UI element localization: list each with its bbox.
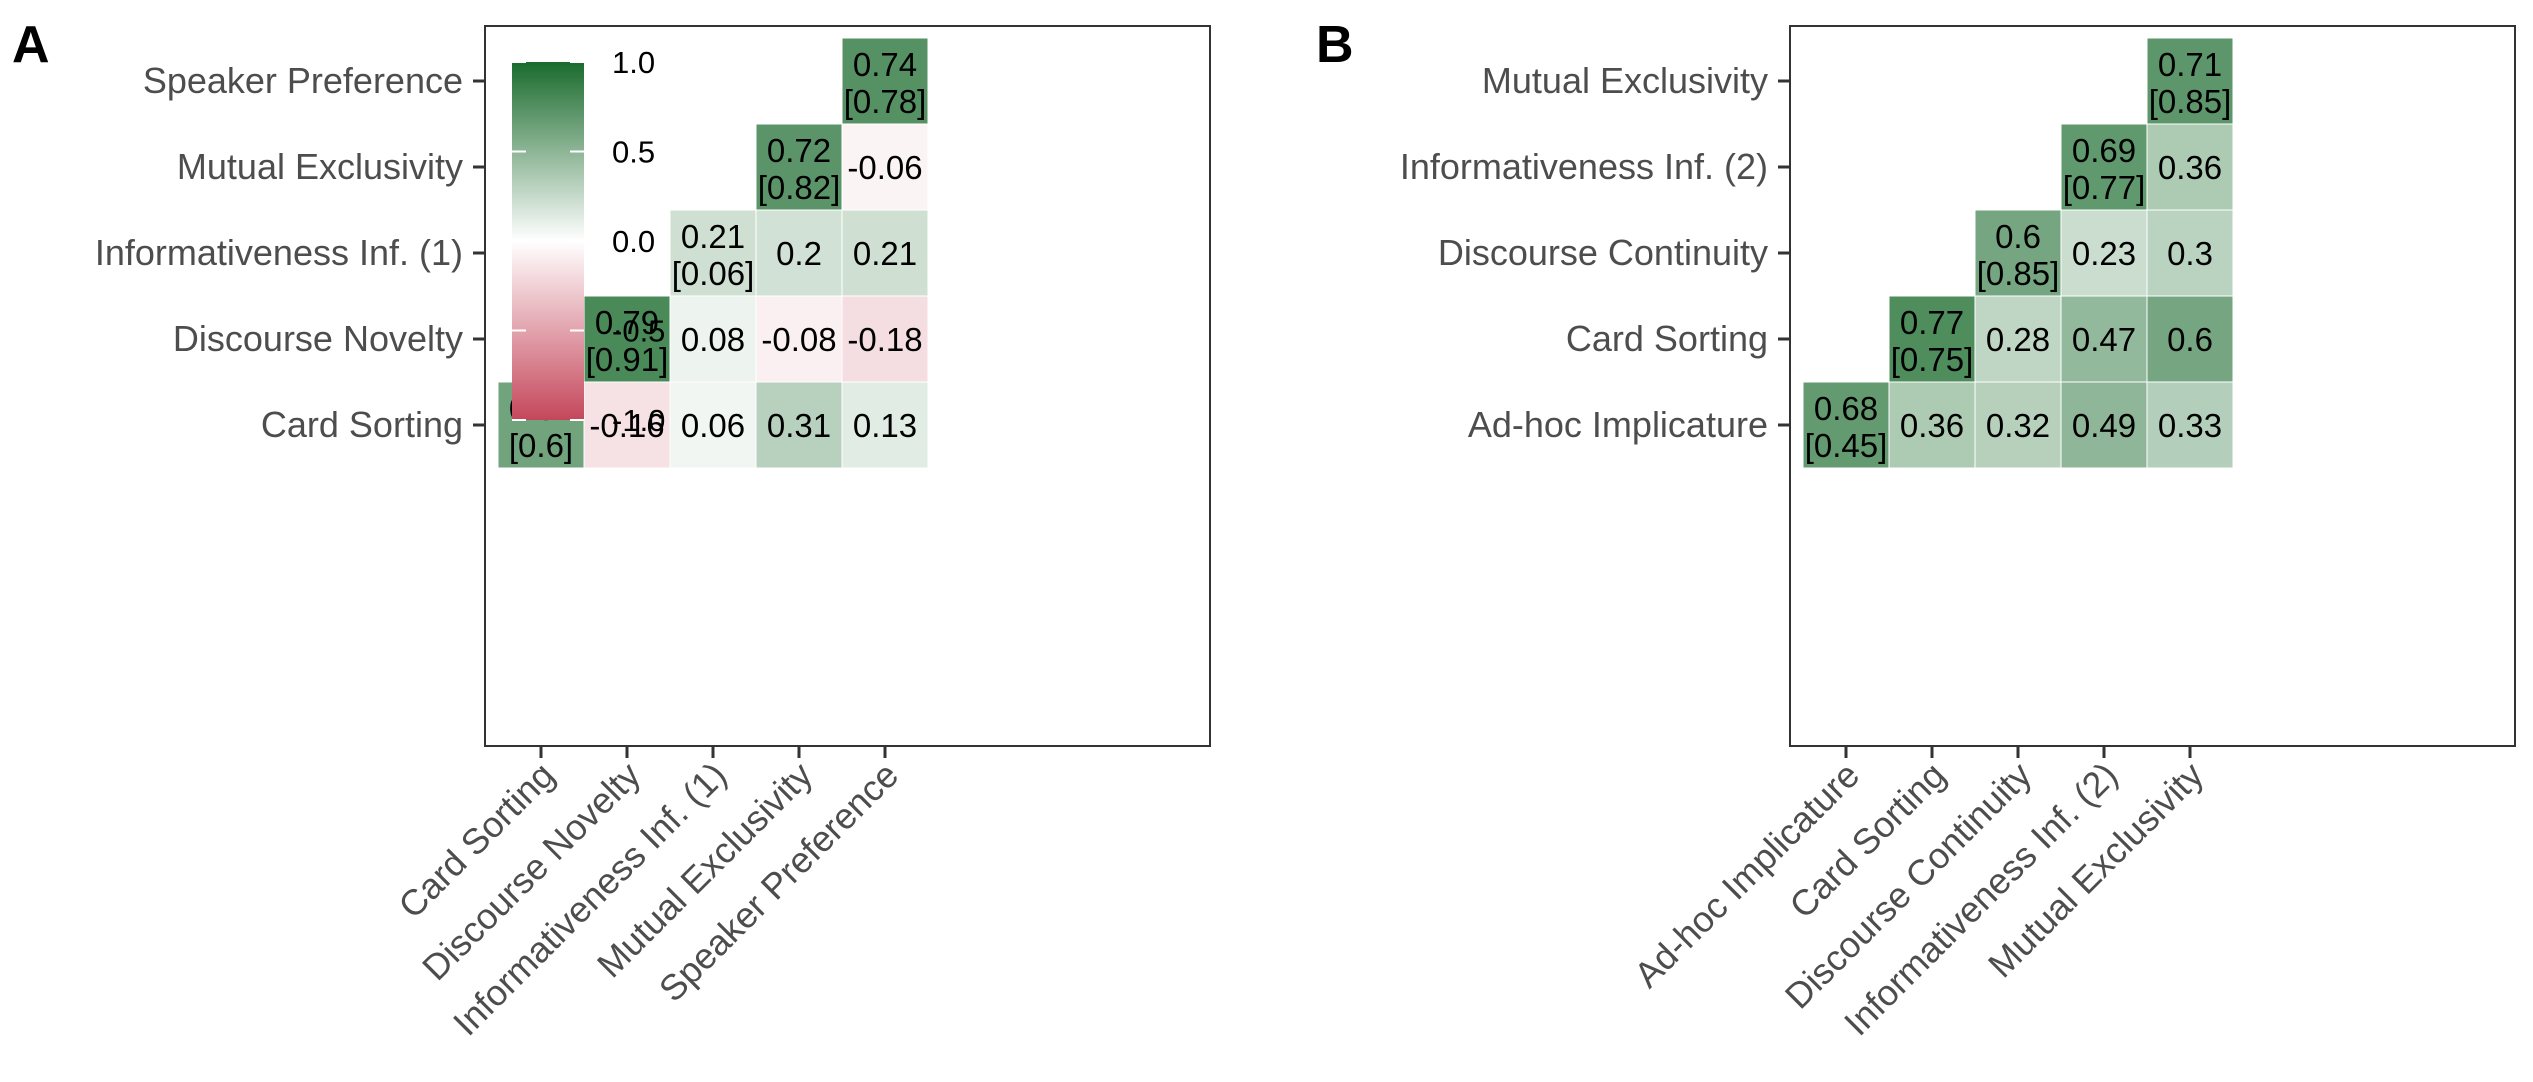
cell-value-label: 0.74	[853, 46, 917, 83]
cell-value-label: 0.36	[1900, 407, 1964, 444]
cell-value-label: 0.13	[853, 407, 917, 444]
cell-value-label: 0.33	[2158, 407, 2222, 444]
cell-value-label: 0.23	[2072, 235, 2136, 272]
heatmap-cell	[2060, 209, 2148, 297]
cell-bracket-label: [0.75]	[1891, 341, 1974, 378]
cell-value-label: 0.21	[853, 235, 917, 272]
cell-value-label: -0.18	[847, 321, 922, 358]
heatmap-cell	[1974, 295, 2062, 383]
cell-value-label: -0.08	[761, 321, 836, 358]
cell-value-label: 0.3	[2167, 235, 2213, 272]
panel-label: A	[12, 16, 50, 74]
heatmap-diagonal-cell	[583, 295, 671, 383]
legend-tick-label: 0.0	[612, 224, 655, 259]
panel-border	[484, 25, 1211, 747]
heatmap-cell	[1974, 381, 2062, 469]
y-tick-label: Discourse Novelty	[173, 318, 463, 359]
panel-border	[1789, 25, 2516, 747]
cell-value-label: 0.47	[2072, 321, 2136, 358]
heatmap-cell	[2146, 295, 2234, 383]
legend-tick-label: 1.0	[612, 45, 655, 80]
cell-bracket-label: [0.82]	[758, 169, 841, 206]
cell-value-label: 0.31	[767, 407, 831, 444]
cell-value-label: 0.49	[2072, 407, 2136, 444]
cell-value-label: 0.21	[681, 218, 745, 255]
y-tick-label: Ad-hoc Implicature	[1468, 404, 1768, 445]
cell-value-label: 0.2	[776, 235, 822, 272]
cell-bracket-label: [0.91]	[586, 341, 669, 378]
y-tick-label: Card Sorting	[1566, 318, 1768, 359]
cell-value-label: -0.16	[589, 407, 664, 444]
y-tick-label: Discourse Continuity	[1438, 232, 1768, 273]
cell-value-label: 0.36	[2158, 149, 2222, 186]
y-tick-label: Mutual Exclusivity	[1482, 60, 1768, 101]
heatmap-cell	[755, 295, 843, 383]
cell-bracket-label: [0.45]	[1805, 427, 1888, 464]
y-tick-label: Card Sorting	[261, 404, 463, 445]
cell-value-label: 0.68	[1814, 390, 1878, 427]
heatmap-panel-a: A -0.16 0.06 0.31 0.13 0.08 -0.08 -0.18 0.2 0.21 -…	[12, 16, 1211, 1043]
heatmap-diagonal-cell	[2146, 37, 2234, 125]
cell-bracket-label: [0.85]	[1977, 255, 2060, 292]
cell-value-label: 0.06	[681, 407, 745, 444]
cell-value-label: 0.69	[2072, 132, 2136, 169]
cell-value-label: 0.28	[1986, 321, 2050, 358]
y-tick-label: Informativeness Inf. (1)	[95, 232, 463, 273]
cell-value-label: 0.71	[2158, 46, 2222, 83]
heatmap-cell	[1888, 381, 1976, 469]
legend-tick-label: -0.5	[612, 314, 665, 349]
heatmap-panel-b: B 0.36 0.32 0.49 0.33 0.28 0.47 0.6 0.23 0.3 0.36 0…	[1316, 16, 2516, 1043]
cell-bracket-label: [0.85]	[2149, 83, 2232, 120]
cell-bracket-label: [0.6]	[509, 427, 573, 464]
heatmap-cell	[841, 381, 929, 469]
heatmap-cell	[669, 295, 757, 383]
cell-value-label: -0.06	[847, 149, 922, 186]
cell-bracket-label: [0.77]	[2063, 169, 2146, 206]
heatmap-cell	[2146, 381, 2234, 469]
cell-bracket-label: [0.06]	[672, 255, 755, 292]
legend-tick-label: -1.0	[612, 403, 665, 438]
heatmap-diagonal-cell	[1888, 295, 1976, 383]
heatmap-cell	[755, 381, 843, 469]
cell-value-label: 0.79	[595, 304, 659, 341]
y-tick-label: Informativeness Inf. (2)	[1400, 146, 1768, 187]
heatmap-diagonal-cell	[1802, 381, 1890, 469]
heatmap-diagonal-cell	[755, 123, 843, 211]
heatmap-diagonal-cell	[2060, 123, 2148, 211]
cell-value-label: 0.08	[681, 321, 745, 358]
y-tick-label: Mutual Exclusivity	[177, 146, 463, 187]
cell-value-label: 0.77	[1900, 304, 1964, 341]
cell-value-label: 0.72	[767, 132, 831, 169]
cell-value-label: 0.32	[1986, 407, 2050, 444]
heatmap-cell	[2146, 209, 2234, 297]
y-tick-label: Speaker Preference	[143, 60, 463, 101]
panel-label: B	[1316, 16, 1354, 74]
cell-value-label: 0.6	[1995, 218, 2041, 255]
legend-tick-label: 0.5	[612, 135, 655, 170]
color-legend: 1.0 0.5 0.0 -0.5 -1.0	[512, 45, 665, 438]
heatmap-cell	[841, 295, 929, 383]
cell-bracket-label: [0.78]	[844, 83, 927, 120]
cell-value-label: 0.6	[2167, 321, 2213, 358]
heatmap-diagonal-cell	[841, 37, 929, 125]
heatmap-cell	[583, 381, 671, 469]
heatmap-diagonal-cell	[669, 209, 757, 297]
heatmap-diagonal-cell	[1974, 209, 2062, 297]
heatmap-cell	[841, 209, 929, 297]
